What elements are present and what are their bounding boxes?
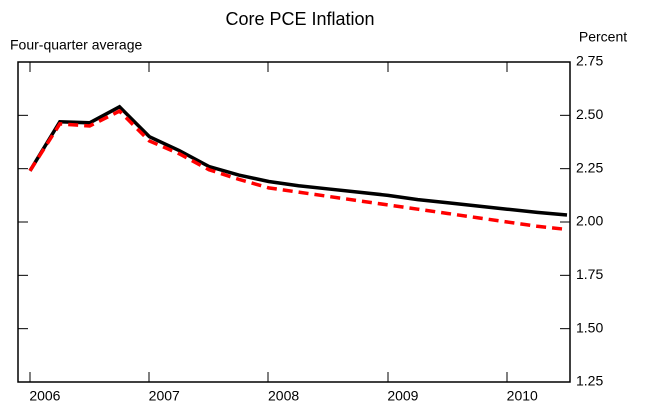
y-tick-label: 2.25	[576, 159, 603, 175]
plot-frame	[17, 61, 571, 383]
x-tick-label: 2009	[387, 388, 418, 404]
x-tick-label: 2006	[29, 388, 60, 404]
x-ticks	[29, 62, 508, 382]
y-tick-label: 2.50	[576, 106, 603, 122]
line-series	[28, 104, 568, 217]
line-series	[28, 108, 568, 232]
y-tick-label: 2.75	[576, 53, 603, 69]
x-tick-label: 2010	[507, 388, 538, 404]
y-tick-label: 1.75	[576, 266, 603, 282]
x-tick-label: 2007	[149, 388, 180, 404]
x-tick-label: 2008	[268, 388, 299, 404]
subtitle: Four-quarter average	[10, 37, 143, 53]
y-tick-label: 1.50	[576, 319, 603, 335]
y-tick-label: 2.00	[576, 213, 603, 229]
chart-title: Core PCE Inflation	[225, 9, 374, 29]
y-axis-label: Percent	[579, 29, 627, 45]
y-tick-label: 1.25	[576, 373, 603, 389]
